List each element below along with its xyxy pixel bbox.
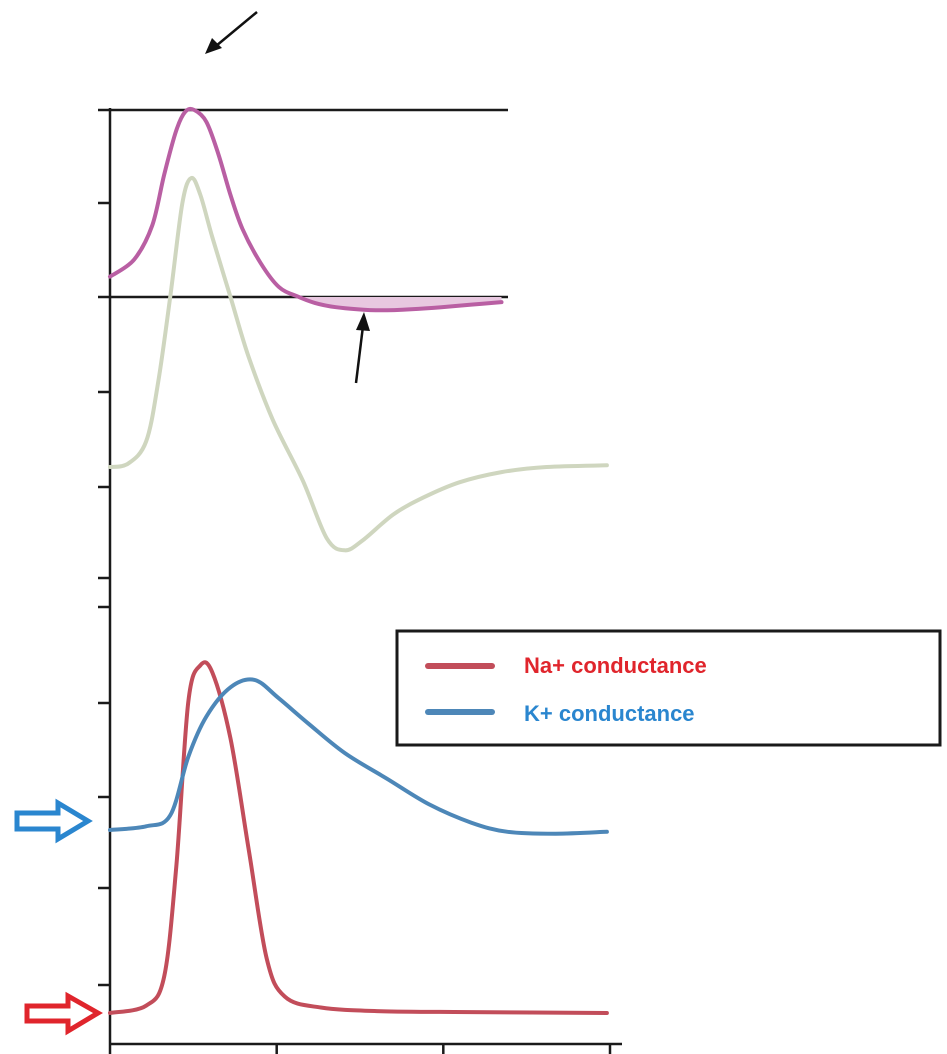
shaded-area-above — [110, 108, 502, 110]
arrow-lower-icon — [354, 312, 370, 384]
k-conductance-series — [108, 677, 609, 836]
top-purple-series — [108, 106, 504, 313]
na-conductance-series — [108, 660, 609, 1015]
red-arrow-icon — [24, 991, 103, 1036]
blue-arrow-icon — [14, 798, 93, 844]
annotation-arrows — [14, 11, 370, 1036]
legend-entry-na: Na+ conductance — [425, 653, 707, 678]
legend-entry-k: K+ conductance — [425, 701, 695, 726]
legend-box — [395, 629, 942, 747]
axes — [108, 108, 622, 1046]
legend-label-na: Na+ conductance — [524, 653, 707, 678]
shaded-area-below — [110, 297, 502, 311]
top-green-series — [108, 175, 609, 553]
legend-label-k: K+ conductance — [524, 701, 695, 726]
legend: Na+ conductance K+ conductance — [395, 629, 942, 747]
arrow-upper-icon — [205, 11, 258, 54]
